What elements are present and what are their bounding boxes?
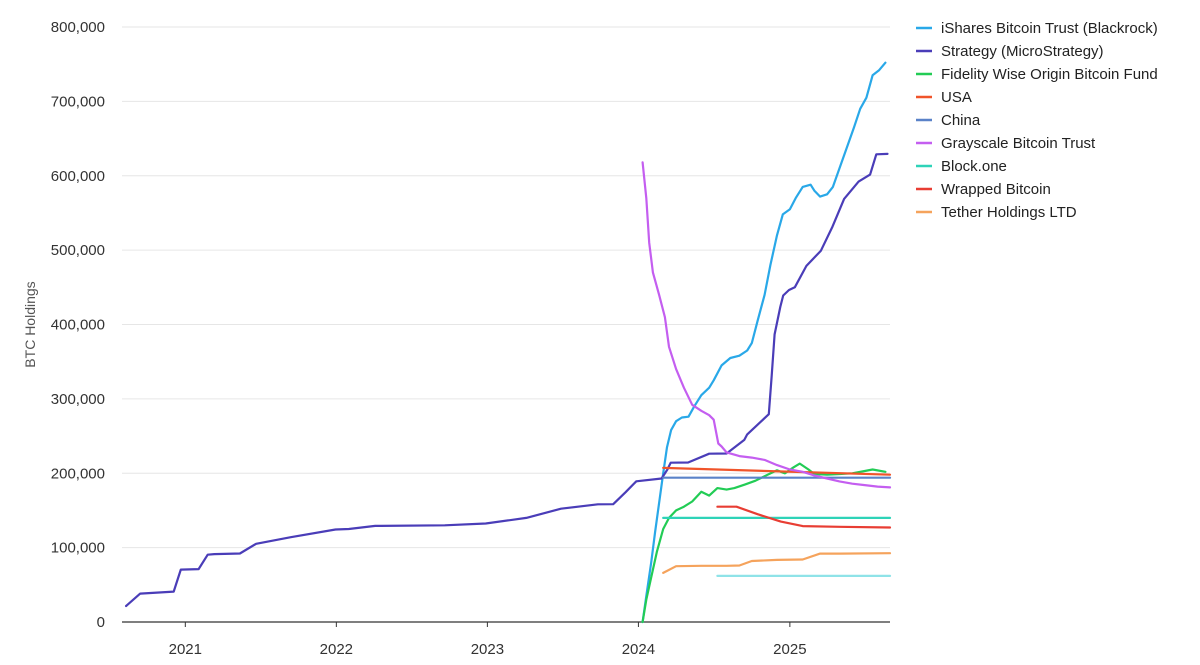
x-axis-ticks: 2021 2022 2023 2024 2025	[169, 622, 807, 658]
x-tick-label: 2021	[169, 641, 202, 658]
x-tick-label: 2025	[773, 641, 806, 658]
x-tick-label: 2024	[622, 641, 655, 658]
series-lines	[125, 61, 892, 624]
y-tick-label: 500,000	[51, 242, 105, 259]
legend-label: Tether Holdings LTD	[941, 204, 1077, 221]
legend-label: Grayscale Bitcoin Trust	[941, 135, 1096, 152]
series-line-grayscale-bitcoin-trust	[641, 161, 892, 489]
legend-label: Block.one	[941, 158, 1007, 175]
y-tick-label: 100,000	[51, 540, 105, 557]
y-tick-label: 700,000	[51, 93, 105, 110]
y-axis-ticks: 0 100,000 200,000 300,000 400,000 500,000 600,…	[51, 19, 105, 631]
series-line-ishares-bitcoin-trust-blackrock	[641, 61, 887, 624]
x-tick-label: 2022	[320, 641, 353, 658]
y-tick-label: 0	[97, 614, 105, 631]
legend-label: Strategy (MicroStrategy)	[941, 43, 1104, 60]
series-line-wrapped-bitcoin	[716, 505, 892, 529]
legend-label: iShares Bitcoin Trust (Blackrock)	[941, 20, 1158, 37]
series-line-fidelity-wise-origin-bitcoin-fund	[641, 462, 887, 624]
series-line-strategy-microstrategy	[125, 152, 889, 608]
y-axis-title: BTC Holdings	[22, 281, 38, 367]
y-tick-label: 800,000	[51, 19, 105, 36]
legend-label: Fidelity Wise Origin Bitcoin Fund	[941, 66, 1158, 83]
y-tick-label: 600,000	[51, 168, 105, 185]
legend: iShares Bitcoin Trust (Blackrock) Strateg…	[916, 20, 1158, 221]
legend-label: Wrapped Bitcoin	[941, 181, 1051, 198]
legend-label: USA	[941, 89, 972, 106]
x-tick-label: 2023	[471, 641, 504, 658]
legend-label: China	[941, 112, 981, 129]
y-tick-label: 300,000	[51, 391, 105, 408]
series-line-tether-holdings-ltd	[662, 552, 892, 574]
series-line-usa	[662, 466, 892, 476]
y-tick-label: 200,000	[51, 465, 105, 482]
gridlines	[122, 26, 890, 549]
y-tick-label: 400,000	[51, 317, 105, 334]
